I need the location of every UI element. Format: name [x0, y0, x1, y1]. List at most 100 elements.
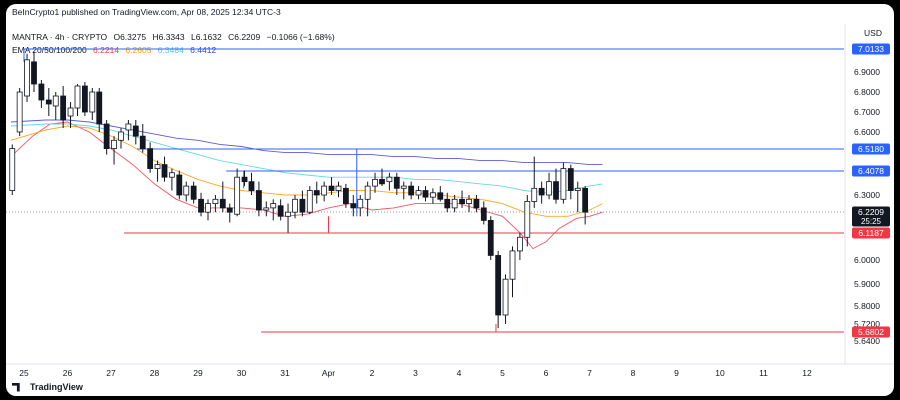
candle-body[interactable] [546, 181, 552, 196]
price-label-text: 6.2209 [858, 207, 884, 217]
candle-body[interactable] [335, 185, 342, 191]
candle-body[interactable] [495, 255, 502, 316]
candle-body[interactable] [299, 198, 306, 213]
candle-body[interactable] [292, 198, 298, 213]
candle-body[interactable] [205, 203, 211, 213]
currency-label[interactable]: USD [864, 28, 882, 38]
candle-body[interactable] [255, 190, 262, 211]
candle-body[interactable] [459, 198, 465, 204]
candle-body[interactable] [96, 91, 103, 125]
candle-body[interactable] [357, 198, 364, 209]
candle-body[interactable] [567, 168, 574, 191]
candle-body[interactable] [241, 176, 248, 183]
candle-body[interactable] [538, 187, 545, 196]
candle-body[interactable] [248, 181, 255, 191]
candle-body[interactable] [52, 95, 59, 107]
candle-body[interactable] [379, 179, 385, 185]
candle-body[interactable] [118, 131, 124, 141]
candle-body[interactable] [393, 176, 400, 189]
candle-body[interactable] [313, 190, 320, 196]
candle-body[interactable] [531, 187, 538, 202]
candle-body[interactable] [67, 107, 74, 117]
ema-20-value: 6.2214 [93, 45, 120, 55]
x-tick-label: 28 [150, 368, 160, 378]
candle-body[interactable] [38, 83, 45, 101]
candle-body[interactable] [509, 250, 516, 280]
candle-body[interactable] [429, 192, 436, 198]
price-label-text: 6.1187 [858, 228, 884, 238]
price-label-text: 5.6802 [858, 327, 884, 337]
candle-body[interactable] [386, 176, 393, 183]
candle-body[interactable] [285, 211, 291, 217]
x-tick-label: 29 [193, 368, 203, 378]
candle-body[interactable] [487, 220, 494, 256]
candle-body[interactable] [234, 176, 241, 215]
candle-body[interactable] [372, 179, 378, 187]
candle-body[interactable] [82, 85, 88, 113]
candle-body[interactable] [444, 198, 451, 209]
candle-body[interactable] [422, 190, 429, 198]
candle-body[interactable] [415, 190, 422, 196]
candle-body[interactable] [270, 203, 277, 209]
symbol-name[interactable]: MANTRA · 4h · CRYPTO [12, 32, 108, 42]
candle-body[interactable] [139, 135, 146, 149]
candle-body[interactable] [16, 91, 23, 133]
candle-body[interactable] [364, 185, 371, 200]
candle-body[interactable] [31, 61, 37, 85]
candle-body[interactable] [560, 168, 567, 200]
candle-body[interactable] [437, 192, 444, 200]
candle-body[interactable] [198, 198, 204, 213]
candle-body[interactable] [154, 164, 161, 169]
candle-body[interactable] [516, 236, 523, 252]
candle-body[interactable] [408, 185, 415, 196]
candle-body[interactable] [212, 198, 219, 204]
candle-body[interactable] [89, 91, 96, 113]
candle-body[interactable] [574, 187, 581, 191]
candle-body[interactable] [226, 207, 233, 213]
published-line: BeInCrypto1 published on TradingView.com… [12, 7, 281, 17]
candle-body[interactable] [582, 187, 589, 213]
candle-body[interactable] [168, 172, 175, 178]
candle-body[interactable] [147, 148, 154, 169]
candle-body[interactable] [502, 278, 509, 316]
candle-body[interactable] [451, 198, 458, 209]
candle-body[interactable] [45, 99, 52, 105]
x-tick-label: 6 [544, 368, 549, 378]
candle-body[interactable] [263, 207, 270, 211]
candle-body[interactable] [24, 59, 30, 97]
candle-body[interactable] [473, 198, 480, 209]
ema-line-ema-100 [10, 123, 603, 194]
candle-body[interactable] [74, 85, 81, 109]
candle-body[interactable] [328, 185, 335, 191]
candle-body[interactable] [219, 198, 226, 209]
candle-body[interactable] [400, 185, 407, 189]
candle-body[interactable] [277, 205, 284, 217]
candle-body[interactable] [553, 181, 559, 200]
x-tick-label: 3 [413, 368, 418, 378]
candle-body[interactable] [103, 123, 110, 149]
candle-body[interactable] [466, 198, 472, 204]
candle-body[interactable] [183, 185, 190, 196]
candle-body[interactable] [161, 164, 168, 178]
candle-body[interactable] [321, 185, 328, 196]
candle-body[interactable] [350, 203, 357, 209]
x-tick-label: 8 [631, 368, 636, 378]
candle-body[interactable] [111, 139, 117, 149]
candle-body[interactable] [9, 148, 16, 191]
candle-body[interactable] [190, 185, 197, 200]
candlestick-chart[interactable]: 6.9000 6.8000 6.7000 6.6000 6.3000 6.0000 5.90… [6, 4, 894, 396]
candle-body[interactable] [60, 95, 67, 121]
candle-body[interactable] [480, 207, 487, 221]
y-tick-label: 6.6000 [854, 127, 880, 137]
candle-body[interactable] [524, 201, 531, 238]
candle-body[interactable] [125, 123, 132, 131]
candle-body[interactable] [306, 190, 313, 213]
candle-body[interactable] [176, 174, 183, 196]
tradingview-logo-icon [12, 382, 20, 392]
price-label-tag [852, 143, 890, 155]
candle-body[interactable] [342, 187, 349, 204]
ema-legend[interactable]: EMA 20/50/100/200 6.2214 6.2605 6.3484 6… [12, 45, 220, 55]
candle-body[interactable] [132, 125, 139, 137]
y-tick-label: 6.3000 [854, 190, 880, 200]
tradingview-brand[interactable]: TradingView [12, 382, 83, 392]
